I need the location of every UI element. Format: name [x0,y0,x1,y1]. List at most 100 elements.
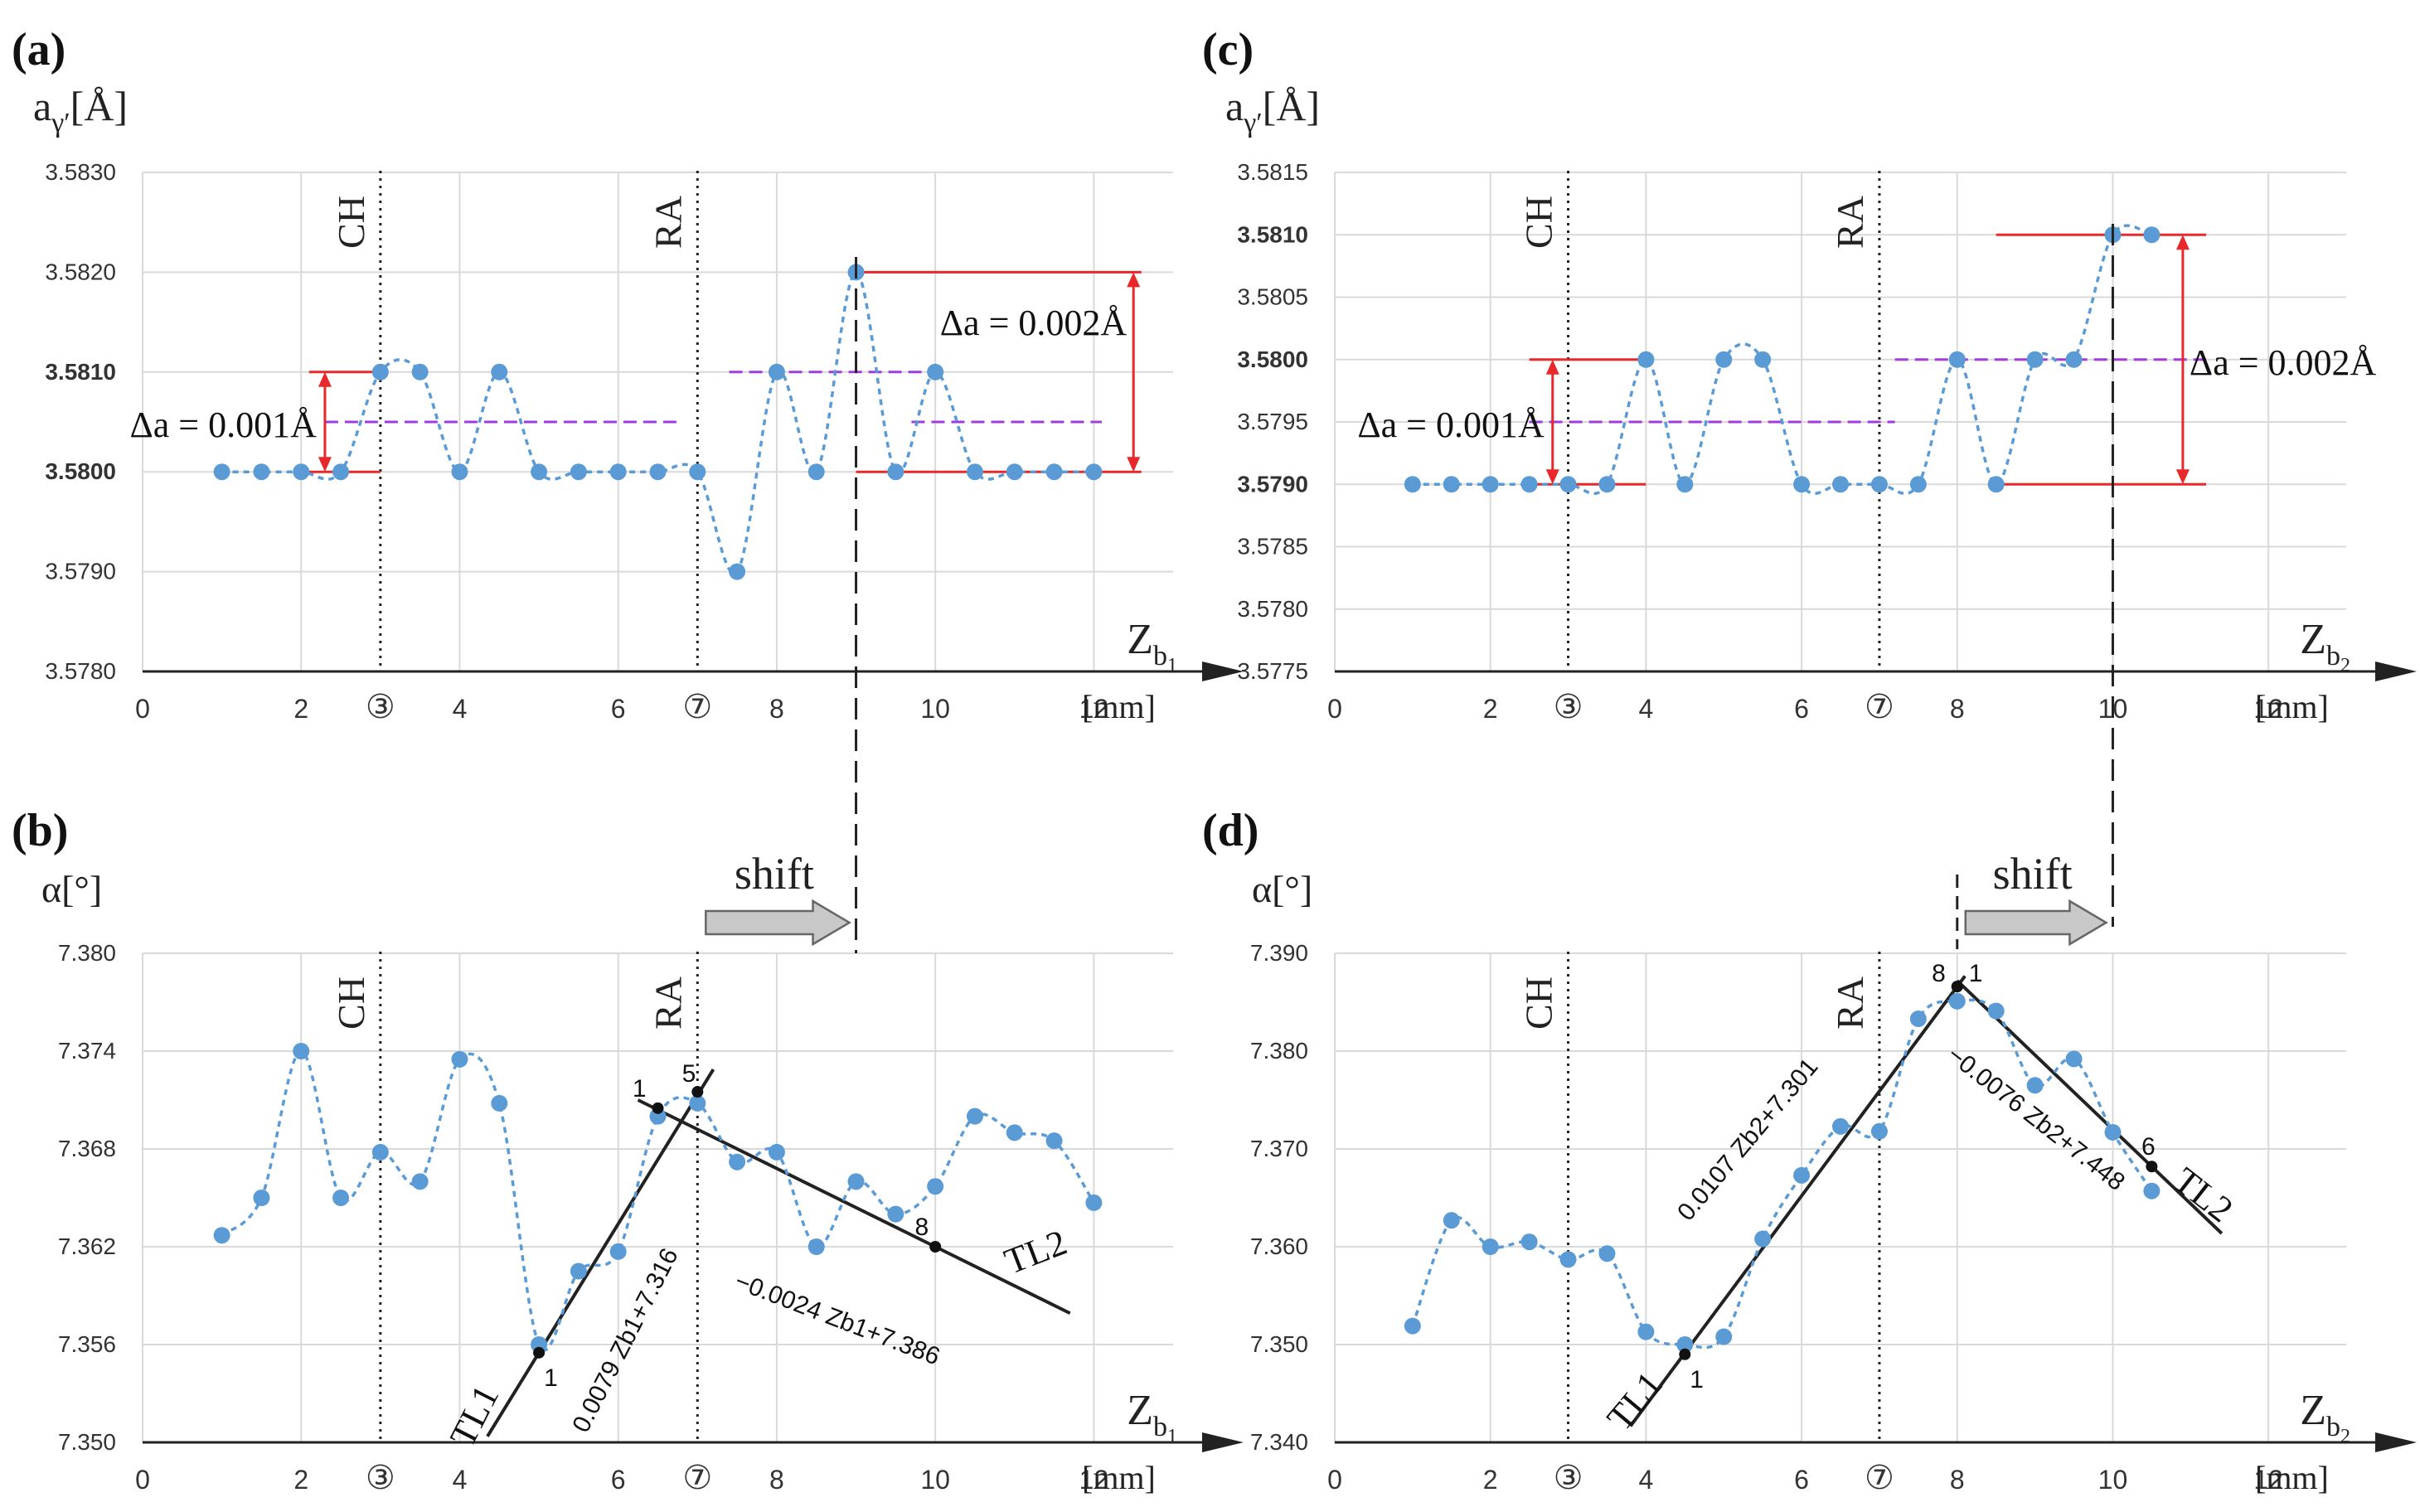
data-point [2026,351,2044,368]
x-tick-label: 4 [1638,694,1653,724]
series-line [221,270,1094,575]
data-point [1482,1238,1499,1255]
x-label-base: Z [1127,616,1153,663]
x-tick-label: ⑦ [1865,689,1894,725]
shift-arrow [1964,899,2108,947]
x-tick-label: ③ [366,689,395,725]
data-point [2143,226,2161,244]
point-number: 1 [544,1364,558,1392]
trend-name-tl1: TL1 [1599,1364,1671,1438]
data-point [927,363,944,380]
data-point [1987,476,2005,493]
panel-c: (c) aγ′[Å] 3.5775 3.5780 3.5785 3.5790 3.5795 3… [1202,24,2417,725]
data-point [1948,992,1966,1010]
panel-tag: (a) [12,24,65,75]
y-tick-label: 7.360 [1250,1233,1308,1259]
panel-tag: (c) [1202,24,1254,75]
x-tick-label: 10 [920,1465,950,1495]
x-tick-label: 6 [611,694,626,724]
data-point [332,463,350,481]
x-tick-label: 12 [1079,1465,1109,1495]
data-point [1870,1122,1888,1140]
numbered-point [929,1241,942,1253]
data-point [1715,1328,1733,1345]
data-point [1793,476,1811,493]
x-label-base: Z [1127,1387,1153,1434]
y-tick-label: 3.5800 [1237,346,1308,372]
data-point [807,463,825,481]
delta-a-label: Δa = 0.001Å [129,405,317,445]
x-unit-label: [mm] [2255,1459,2329,1496]
x-tick-label: ⑦ [1865,1460,1894,1496]
bracket-arrowhead [1127,272,1141,288]
marker-label-ch: CH [1518,976,1560,1030]
data-point [253,1190,270,1206]
x-axis-label: Zb1 [1127,616,1177,676]
shift-label: shift [1993,849,2073,899]
data-point [1637,1323,1655,1340]
numbered-point [691,1086,704,1098]
data-point [332,1190,350,1206]
marker-label-ra: RA [647,196,689,249]
x-label-base: Z [2300,1387,2326,1434]
data-point [2104,1123,2122,1141]
x-tick-label: ③ [1554,1460,1583,1496]
y-tick-label: 7.340 [1250,1429,1308,1455]
delta-a-label: Δa = 0.002Å [2190,342,2377,383]
data-point [1085,463,1103,481]
y-tick-label: 3.5800 [45,458,116,484]
data-point [1909,476,1927,493]
data-point [609,1243,627,1260]
trend-line-tl1 [486,1068,715,1437]
marker-label-ch: CH [1518,196,1560,249]
x-axis-label: Zb2 [2300,1387,2350,1447]
x-tick-label: 8 [769,694,784,724]
x-label-sub: b [1153,641,1167,671]
data-point [1559,1251,1577,1268]
data-point [1482,476,1499,493]
point-number: 8 [914,1214,929,1241]
y-tick-label: 7.390 [1250,940,1308,966]
x-axis-arrow [2375,662,2417,681]
data-point [966,463,983,481]
data-point [1870,476,1888,493]
numbered-point [1679,1348,1691,1360]
data-point [1443,476,1460,493]
data-point [1404,476,1421,493]
data-point [1006,1124,1023,1141]
y-label-sub: γ′ [51,108,70,138]
y-tick-label: 7.380 [58,940,116,966]
x-axis-label: Zb2 [2300,616,2350,676]
y-tick-label: 7.374 [58,1038,116,1064]
data-point [491,1094,508,1112]
data-point [570,463,587,481]
x-tick-label: 12 [2253,694,2283,724]
trend-name-tl2: TL2 [999,1222,1072,1282]
x-label-sub: b [2326,641,2340,671]
y-tick-label: 7.350 [58,1429,116,1455]
point-number: 5 [682,1060,696,1088]
x-unit-label: [mm] [1082,688,1156,725]
bracket-arrowhead [1545,359,1559,375]
shift-label: shift [735,849,814,899]
x-label-subsub: 2 [2340,655,2350,676]
data-point [531,463,548,481]
point-number: 8 [1932,960,1946,987]
y-tick-label: 7.370 [1250,1136,1308,1161]
data-point [966,1107,983,1125]
bracket-arrowhead [318,371,332,387]
y-tick-label: 7.350 [1250,1331,1308,1357]
trend-equation-tl2: −0.0024 Zb1+7.386 [731,1267,943,1371]
y-tick-label: 3.5785 [1237,534,1308,560]
trend-line-tl2 [1956,979,2224,1235]
data-point [2065,1050,2083,1068]
data-point [1676,476,1694,493]
y-axis-label: α[°] [1252,868,1312,910]
x-tick-label: 4 [453,694,468,724]
data-point [768,1143,785,1161]
data-point [253,463,270,481]
x-tick-label: 12 [1079,694,1109,724]
x-tick-label: 2 [293,1465,308,1495]
numbered-point [533,1346,546,1359]
data-point [491,363,508,380]
